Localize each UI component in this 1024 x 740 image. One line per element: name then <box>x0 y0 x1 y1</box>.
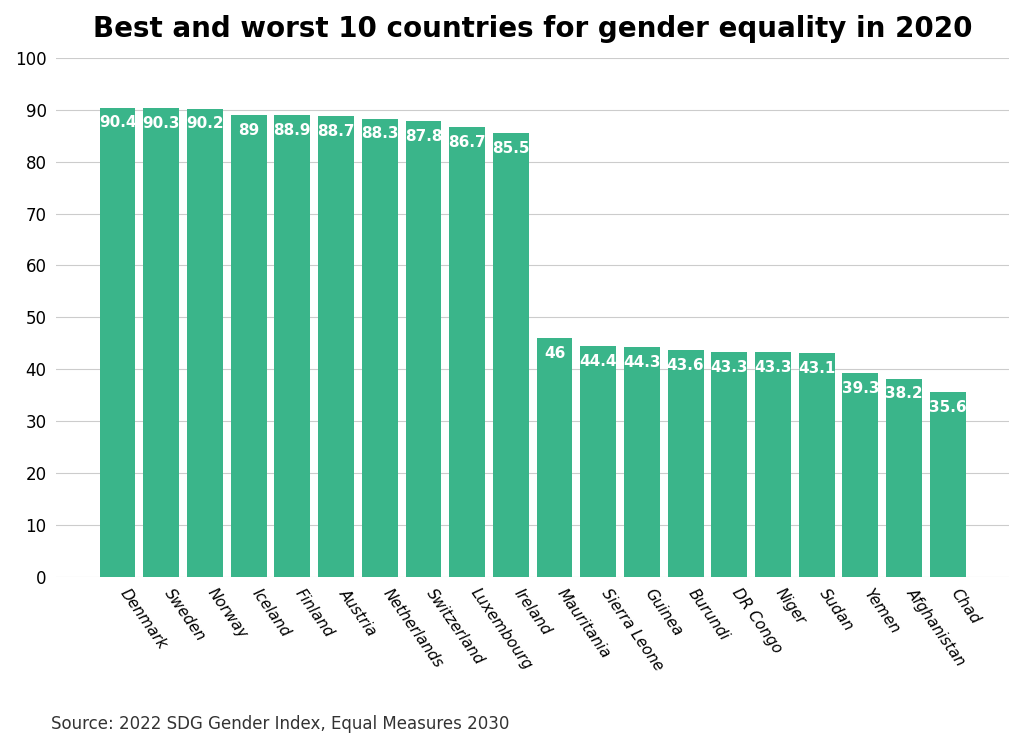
Bar <box>668 351 703 576</box>
Text: 86.7: 86.7 <box>449 135 486 149</box>
Text: 43.6: 43.6 <box>667 358 705 373</box>
Bar <box>930 392 966 576</box>
Bar <box>143 108 179 576</box>
Bar <box>318 116 354 576</box>
Text: 39.3: 39.3 <box>842 380 880 396</box>
Text: 88.9: 88.9 <box>273 124 311 138</box>
Bar <box>624 347 659 576</box>
Text: 43.3: 43.3 <box>755 360 792 375</box>
Bar <box>799 353 835 576</box>
Text: 43.1: 43.1 <box>798 361 836 376</box>
Bar <box>886 378 922 576</box>
Text: 85.5: 85.5 <box>493 141 529 156</box>
Text: 88.7: 88.7 <box>317 124 354 139</box>
Text: 90.3: 90.3 <box>142 116 180 131</box>
Bar <box>581 346 616 576</box>
Bar <box>493 133 528 576</box>
Text: 87.8: 87.8 <box>404 129 442 144</box>
Bar <box>843 373 879 576</box>
Text: 43.3: 43.3 <box>711 360 749 375</box>
Bar <box>712 352 748 576</box>
Bar <box>187 109 223 576</box>
Bar <box>99 107 135 576</box>
Bar <box>450 127 485 576</box>
Text: 44.3: 44.3 <box>624 354 660 370</box>
Text: 35.6: 35.6 <box>929 400 967 415</box>
Text: 90.4: 90.4 <box>98 115 136 130</box>
Bar <box>230 115 266 576</box>
Bar <box>361 118 397 576</box>
Title: Best and worst 10 countries for gender equality in 2020: Best and worst 10 countries for gender e… <box>93 15 973 43</box>
Bar <box>274 115 310 576</box>
Text: 90.2: 90.2 <box>186 116 224 132</box>
Text: 89: 89 <box>238 123 259 138</box>
Bar <box>537 338 572 576</box>
Text: Source: 2022 SDG Gender Index, Equal Measures 2030: Source: 2022 SDG Gender Index, Equal Mea… <box>51 715 510 733</box>
Text: 88.3: 88.3 <box>361 127 398 141</box>
Text: 46: 46 <box>544 346 565 361</box>
Bar <box>755 352 791 576</box>
Text: 44.4: 44.4 <box>580 354 617 369</box>
Bar <box>406 121 441 576</box>
Text: 38.2: 38.2 <box>886 386 923 401</box>
